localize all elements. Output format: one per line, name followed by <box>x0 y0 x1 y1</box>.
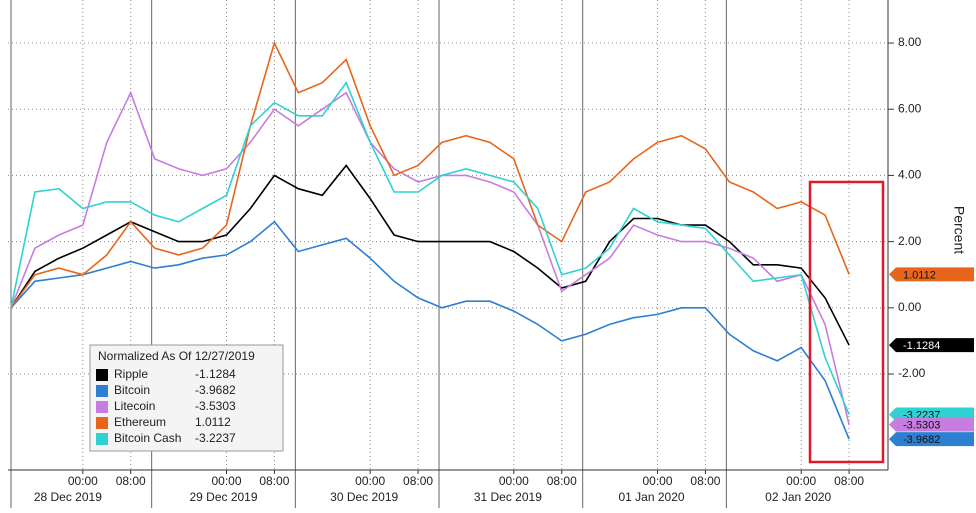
y-tick-label: 4.00 <box>898 168 922 182</box>
value-tag-bg <box>889 267 974 282</box>
legend-box <box>89 344 284 452</box>
series-line <box>10 40 850 309</box>
series-line <box>10 164 850 346</box>
legend-label: Ethereum <box>114 415 166 429</box>
y-tick-label: 6.00 <box>898 101 922 115</box>
legend-swatch <box>96 369 108 381</box>
y-tick-label: 8.00 <box>898 35 922 49</box>
day-label: 02 Jan 2020 <box>765 490 831 504</box>
x-tick-label: 00:00 <box>499 474 529 488</box>
x-tick-label: 00:00 <box>211 474 241 488</box>
x-tick-label: 00:00 <box>68 474 98 488</box>
legend-label: Bitcoin <box>114 383 150 397</box>
day-label: 29 Dec 2019 <box>189 490 257 504</box>
x-tick-label: 08:00 <box>834 474 864 488</box>
series-line <box>10 81 850 415</box>
legend-swatch <box>96 433 108 445</box>
value-tag: -3.5303 <box>903 420 940 432</box>
x-tick-label: 08:00 <box>690 474 720 488</box>
value-tag: -3.9682 <box>903 434 940 446</box>
value-tag-bg <box>889 338 974 353</box>
legend-value: -3.5303 <box>195 399 236 413</box>
series-line <box>10 220 850 440</box>
legend-value: -1.1284 <box>195 367 236 381</box>
x-tick-label: 08:00 <box>547 474 577 488</box>
legend-title: Normalized As Of 12/27/2019 <box>98 349 255 363</box>
legend-swatch <box>96 417 108 429</box>
x-tick-label: 00:00 <box>355 474 385 488</box>
legend-label: Bitcoin Cash <box>114 431 181 445</box>
legend-swatch <box>96 385 108 397</box>
value-tag: -1.1284 <box>903 340 940 352</box>
y-tick-label: 2.00 <box>898 234 922 248</box>
y-tick-label: -2.00 <box>898 366 926 380</box>
value-tag: 1.0112 <box>903 269 936 281</box>
x-tick-label: 08:00 <box>116 474 146 488</box>
legend-label: Ripple <box>114 367 148 381</box>
value-tag-bg <box>889 432 974 447</box>
x-tick-label: 00:00 <box>643 474 673 488</box>
x-tick-label: 08:00 <box>403 474 433 488</box>
highlight-box <box>808 180 885 464</box>
day-label: 31 Dec 2019 <box>474 490 542 504</box>
legend-swatch <box>96 401 108 413</box>
legend-label: Litecoin <box>114 399 155 413</box>
y-tick-label: 0.00 <box>898 300 922 314</box>
day-label: 30 Dec 2019 <box>330 490 398 504</box>
legend-value: -3.2237 <box>195 431 236 445</box>
series-line <box>10 90 850 425</box>
x-tick-label: 08:00 <box>259 474 289 488</box>
x-tick-label: 00:00 <box>786 474 816 488</box>
y-axis-label: Percent <box>951 206 967 254</box>
day-label: 28 Dec 2019 <box>34 490 102 504</box>
legend-value: -3.9682 <box>195 383 236 397</box>
value-tag-bg <box>889 417 974 432</box>
day-label: 01 Jan 2020 <box>619 490 685 504</box>
legend-value: 1.0112 <box>195 415 231 429</box>
